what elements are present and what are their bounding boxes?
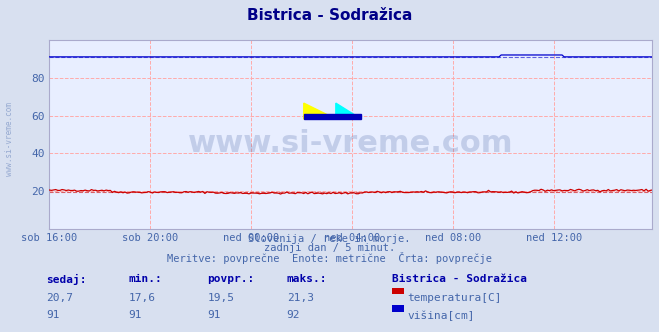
Text: temperatura[C]: temperatura[C] <box>407 293 501 303</box>
Text: 17,6: 17,6 <box>129 293 156 303</box>
Text: www.si-vreme.com: www.si-vreme.com <box>188 129 513 158</box>
Text: www.si-vreme.com: www.si-vreme.com <box>5 103 14 176</box>
Text: višina[cm]: višina[cm] <box>407 310 474 321</box>
Polygon shape <box>304 114 361 119</box>
Text: 19,5: 19,5 <box>208 293 235 303</box>
Text: sedaj:: sedaj: <box>46 274 86 285</box>
Polygon shape <box>304 103 336 119</box>
Text: 91: 91 <box>208 310 221 320</box>
Text: 20,7: 20,7 <box>46 293 73 303</box>
Text: 92: 92 <box>287 310 300 320</box>
Text: maks.:: maks.: <box>287 274 327 284</box>
Text: zadnji dan / 5 minut.: zadnji dan / 5 minut. <box>264 243 395 253</box>
Polygon shape <box>336 103 361 119</box>
Text: 91: 91 <box>46 310 59 320</box>
Text: Bistrica - Sodražica: Bistrica - Sodražica <box>392 274 527 284</box>
Text: Bistrica - Sodražica: Bistrica - Sodražica <box>247 8 412 23</box>
Text: 91: 91 <box>129 310 142 320</box>
Text: 21,3: 21,3 <box>287 293 314 303</box>
Text: min.:: min.: <box>129 274 162 284</box>
Text: Slovenija / reke in morje.: Slovenija / reke in morje. <box>248 234 411 244</box>
Text: Meritve: povprečne  Enote: metrične  Črta: povprečje: Meritve: povprečne Enote: metrične Črta:… <box>167 252 492 264</box>
Text: povpr.:: povpr.: <box>208 274 255 284</box>
